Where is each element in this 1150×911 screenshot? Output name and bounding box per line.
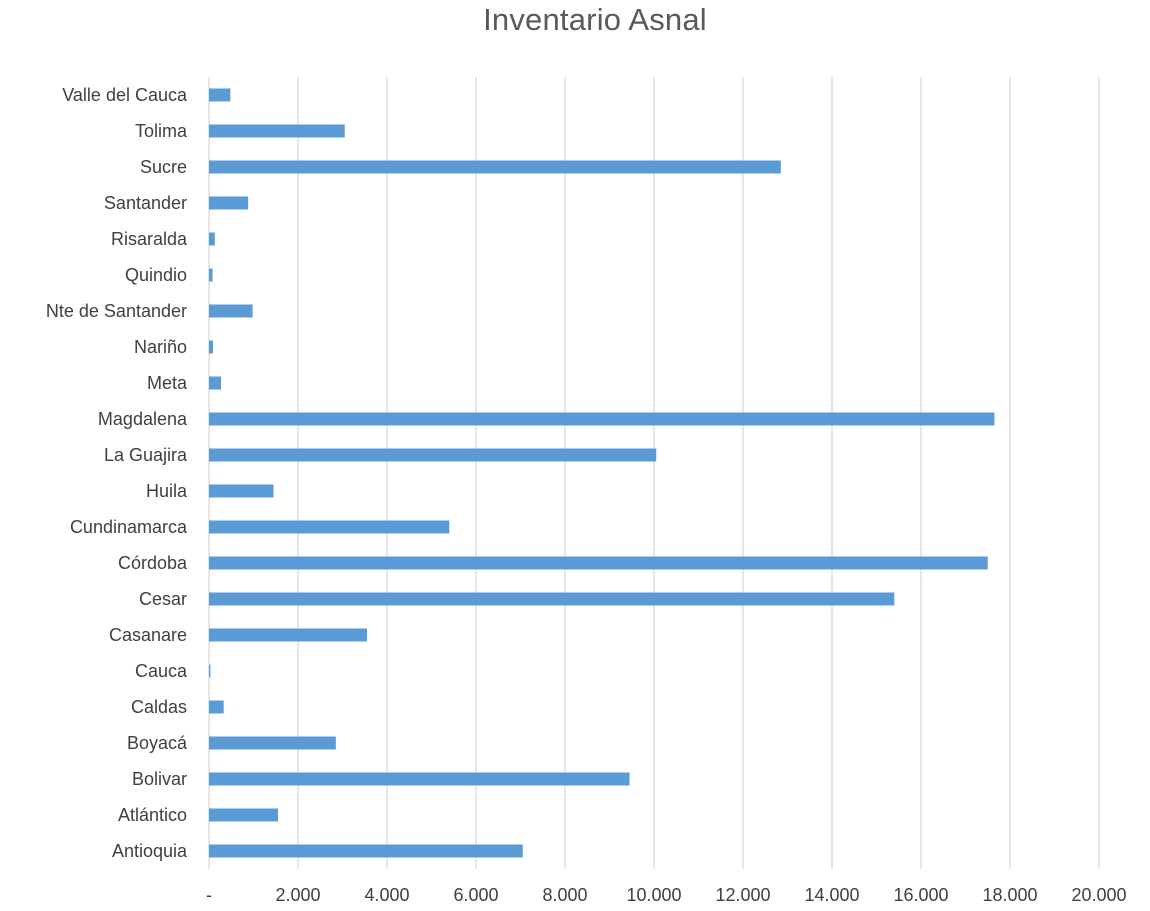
- bar: [209, 412, 995, 426]
- category-label: Caldas: [131, 697, 187, 717]
- bar: [209, 520, 450, 534]
- category-label: Santander: [104, 193, 187, 213]
- category-label: Tolima: [135, 121, 188, 141]
- category-label: Nariño: [134, 337, 187, 357]
- bar: [209, 448, 657, 462]
- category-label: Córdoba: [118, 553, 188, 573]
- category-label: Casanare: [109, 625, 187, 645]
- category-label: Quindio: [125, 265, 187, 285]
- x-tick-label: 2.000: [275, 885, 320, 905]
- category-label: Magdalena: [98, 409, 188, 429]
- bar: [209, 664, 211, 678]
- bar: [209, 808, 278, 822]
- category-label: Sucre: [140, 157, 187, 177]
- bar: [209, 160, 781, 174]
- category-label: Antioquia: [112, 841, 188, 861]
- bar: [209, 124, 345, 138]
- x-tick-label: 14.000: [804, 885, 859, 905]
- category-label: Cesar: [139, 589, 187, 609]
- category-label: La Guajira: [104, 445, 188, 465]
- bar: [209, 196, 249, 210]
- bar: [209, 88, 231, 102]
- bar: [209, 592, 895, 606]
- bar: [209, 484, 274, 498]
- bars: [209, 88, 995, 858]
- bar: [209, 736, 336, 750]
- x-tick-label: 10.000: [626, 885, 681, 905]
- x-tick-label: 8.000: [542, 885, 587, 905]
- category-label: Nte de Santander: [46, 301, 187, 321]
- x-tick-label: 4.000: [364, 885, 409, 905]
- bar: [209, 772, 630, 786]
- category-label: Risaralda: [111, 229, 188, 249]
- bar: [209, 556, 988, 570]
- chart-title: Inventario Asnal: [483, 2, 707, 37]
- category-label: Huila: [146, 481, 188, 501]
- x-tick-label: 20.000: [1071, 885, 1126, 905]
- bar: [209, 628, 367, 642]
- bar: [209, 232, 215, 246]
- x-tick-label: 6.000: [453, 885, 498, 905]
- bar: [209, 376, 222, 390]
- x-tick-label: 18.000: [982, 885, 1037, 905]
- bar: [209, 700, 224, 714]
- category-label: Boyacá: [127, 733, 188, 753]
- bar: [209, 844, 523, 858]
- category-labels: Antioquia Atlántico Bolivar Boyacá Caldas Cau…: [46, 85, 188, 861]
- bar: [209, 268, 213, 282]
- x-axis-tick-labels: - 2.000 4.000 6.000 8.000 10.000 12.000 14.000 1…: [206, 885, 1127, 905]
- x-tick-label: -: [206, 885, 212, 905]
- bar: [209, 304, 253, 318]
- category-label: Bolivar: [132, 769, 187, 789]
- category-label: Cauca: [135, 661, 188, 681]
- gridlines: [208, 77, 1100, 869]
- category-label: Cundinamarca: [70, 517, 188, 537]
- category-label: Meta: [147, 373, 188, 393]
- bar: [209, 340, 214, 354]
- category-label: Valle del Cauca: [62, 85, 188, 105]
- category-label: Atlántico: [118, 805, 187, 825]
- x-tick-label: 16.000: [893, 885, 948, 905]
- x-tick-label: 12.000: [715, 885, 770, 905]
